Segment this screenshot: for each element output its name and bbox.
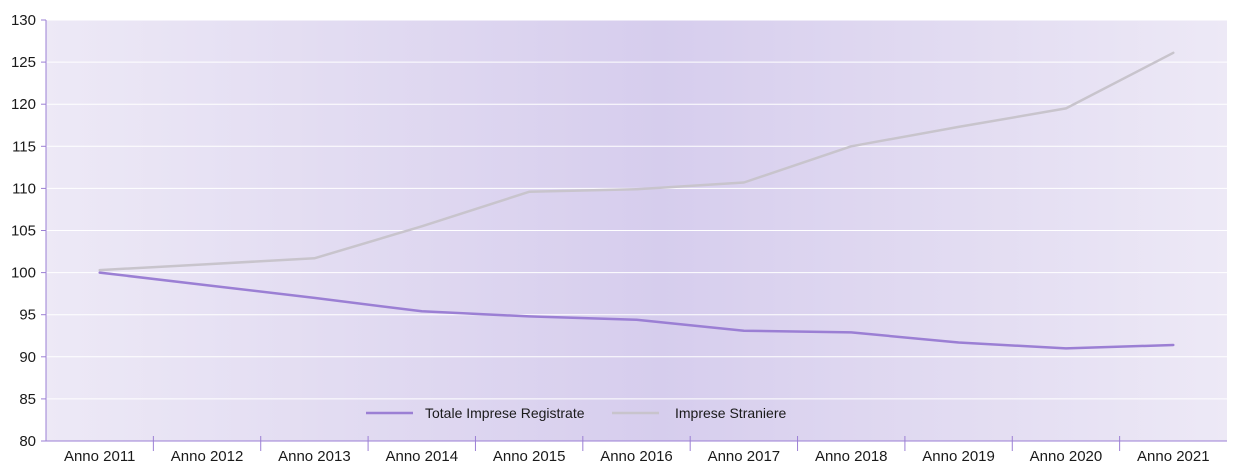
legend-label: Totale Imprese Registrate: [425, 405, 585, 421]
y-tick-label: 90: [19, 349, 36, 366]
x-tick-label: Anno 2012: [171, 448, 244, 463]
legend: Totale Imprese Registrate Imprese Stranie…: [366, 405, 786, 421]
series-line: [98, 271, 1175, 350]
y-tick-label: 130: [11, 12, 36, 29]
x-tick-label: Anno 2011: [64, 448, 135, 463]
y-axis-ticks: 80 85 90 95 100 105 110 115 120 125 130: [11, 12, 46, 450]
series-lines: [98, 51, 1175, 350]
x-tick-label: Anno 2014: [385, 448, 458, 463]
y-tick-label: 85: [19, 391, 36, 408]
x-tick-label: Anno 2018: [815, 448, 888, 463]
y-tick-label: 100: [11, 265, 36, 282]
x-tick-label: Anno 2020: [1030, 448, 1103, 463]
x-tick-label: Anno 2017: [708, 448, 781, 463]
y-tick-label: 125: [11, 54, 36, 71]
x-tick-label: Anno 2015: [493, 448, 566, 463]
y-tick-label: 120: [11, 96, 36, 113]
x-tick-label: Anno 2021: [1137, 448, 1210, 463]
x-tick-label: Anno 2016: [600, 448, 673, 463]
y-tick-label: 95: [19, 307, 36, 324]
x-tick-label: Anno 2019: [922, 448, 995, 463]
x-tick-label: Anno 2013: [278, 448, 351, 463]
y-tick-label: 115: [12, 138, 36, 155]
y-tick-label: 80: [19, 433, 36, 450]
y-tick-label: 110: [12, 180, 36, 197]
legend-label: Imprese Straniere: [675, 405, 786, 421]
y-tick-label: 105: [11, 223, 36, 240]
series-line: [98, 51, 1175, 272]
x-axis-ticks: Anno 2011 Anno 2012 Anno 2013 Anno 2014 Anno…: [64, 436, 1210, 463]
